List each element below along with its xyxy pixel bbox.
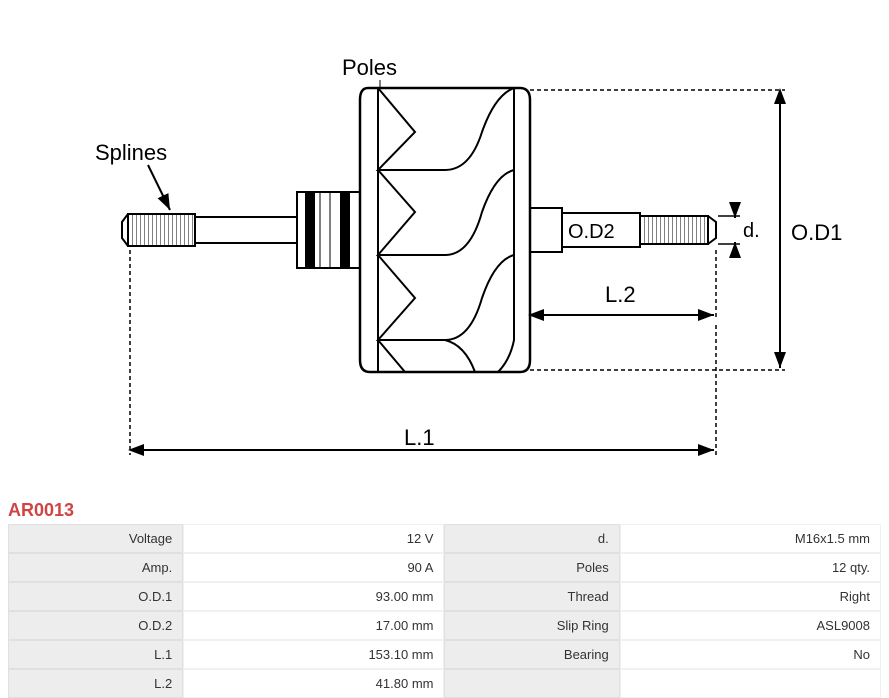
table-row: Voltage12 Vd.M16x1.5 mm [8, 524, 881, 553]
left-shaft [122, 192, 360, 268]
spec-value: ASL9008 [620, 611, 881, 640]
spec-label: d. [444, 524, 619, 553]
label-poles: Poles [342, 55, 397, 81]
spec-label: O.D.1 [8, 582, 183, 611]
label-splines: Splines [95, 140, 167, 166]
spec-label: L.2 [8, 669, 183, 698]
spec-value: 12 qty. [620, 553, 881, 582]
spec-label: Poles [444, 553, 619, 582]
label-od2: O.D2 [568, 221, 615, 244]
table-row: O.D.193.00 mmThreadRight [8, 582, 881, 611]
spec-value: 93.00 mm [183, 582, 444, 611]
spec-value: Right [620, 582, 881, 611]
spec-value: 41.80 mm [183, 669, 444, 698]
spec-value: 153.10 mm [183, 640, 444, 669]
splines-section [122, 214, 195, 246]
spec-value: 12 V [183, 524, 444, 553]
spec-value: 17.00 mm [183, 611, 444, 640]
table-row: Amp.90 APoles12 qty. [8, 553, 881, 582]
spec-label: Bearing [444, 640, 619, 669]
spec-label: O.D.2 [8, 611, 183, 640]
label-od1: O.D1 [791, 220, 842, 246]
table-row: L.1153.10 mmBearingNo [8, 640, 881, 669]
spec-label: Slip Ring [444, 611, 619, 640]
spec-value: No [620, 640, 881, 669]
label-d: d. [743, 220, 760, 243]
table-row: O.D.217.00 mmSlip RingASL9008 [8, 611, 881, 640]
table-row: L.241.80 mm [8, 669, 881, 698]
spec-label: Voltage [8, 524, 183, 553]
right-shaft [530, 208, 716, 252]
label-l1: L.1 [404, 425, 435, 451]
thread-section [640, 216, 716, 244]
spec-value: M16x1.5 mm [620, 524, 881, 553]
spec-label: Amp. [8, 553, 183, 582]
part-code: AR0013 [8, 500, 74, 521]
diagram-svg [0, 0, 889, 490]
specs-table: Voltage12 Vd.M16x1.5 mmAmp.90 APoles12 q… [8, 524, 881, 698]
spec-value: 90 A [183, 553, 444, 582]
label-l2: L.2 [605, 282, 636, 308]
spec-label [444, 669, 619, 698]
rotor-diagram: Poles Splines O.D1 O.D2 d. L.2 L.1 [0, 0, 889, 490]
rotor-core [360, 88, 530, 372]
spec-value [620, 669, 881, 698]
spec-label: Thread [444, 582, 619, 611]
spec-label: L.1 [8, 640, 183, 669]
